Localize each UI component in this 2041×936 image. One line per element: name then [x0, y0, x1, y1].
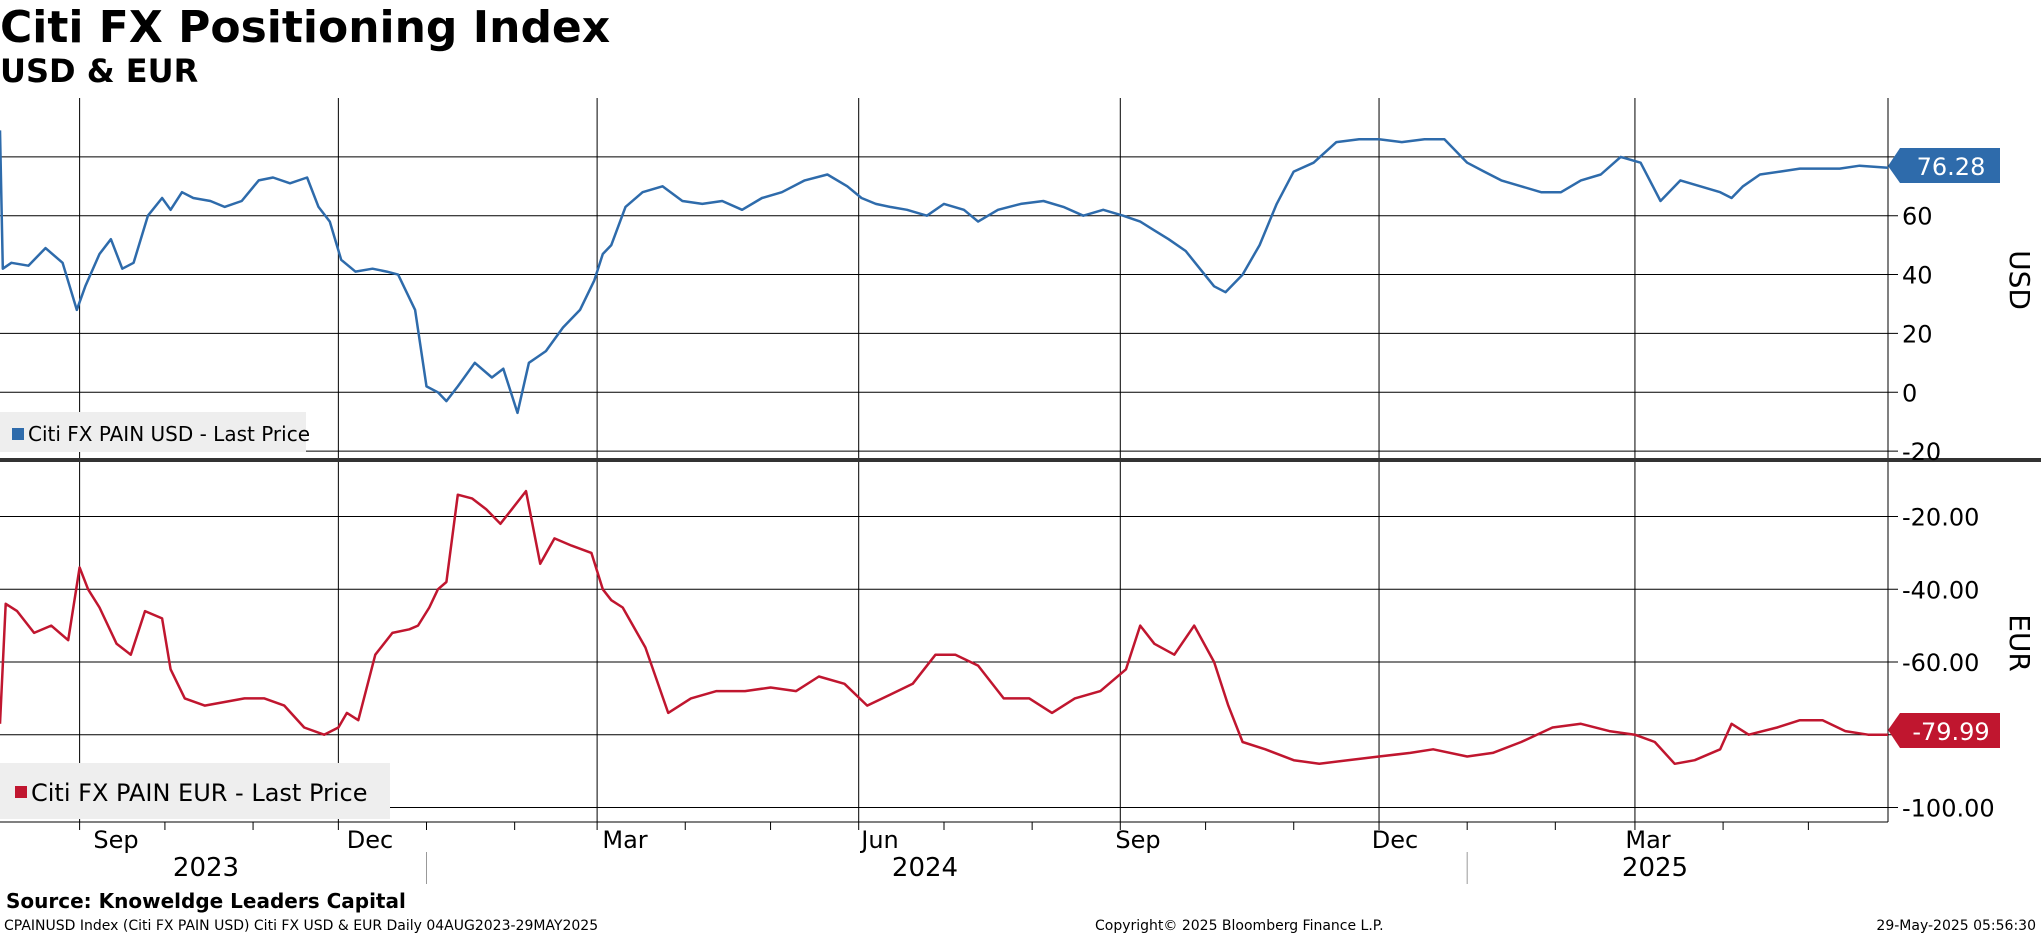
- eur-y-tick-label: -20.00: [1902, 504, 1979, 532]
- x-tick-label: Dec: [1372, 826, 1418, 854]
- source-note: Source: Knoweldge Leaders Capital: [6, 889, 406, 913]
- chart-title: Citi FX Positioning Index: [0, 2, 610, 53]
- eur-y-tick-label: -40.00: [1902, 576, 1979, 604]
- usd-axis-label: USD: [2003, 250, 2036, 310]
- eur-last-value: -79.99: [1912, 718, 1989, 746]
- eur-last-value-tag: -79.99: [1888, 713, 2000, 748]
- usd-y-tick-label: 20: [1902, 320, 1933, 348]
- eur-legend-swatch: [15, 786, 27, 798]
- x-tick-label: Sep: [1115, 826, 1160, 854]
- x-tick-label: Sep: [93, 826, 138, 854]
- eur-tag-shape: [1888, 713, 2000, 748]
- eur-axis-label: EUR: [2003, 614, 2036, 672]
- usd-y-tick-label: 60: [1902, 203, 1933, 231]
- eur-y-tick-label: -100.00: [1902, 794, 1995, 822]
- x-year-label: 2024: [892, 853, 958, 883]
- x-year-label: 2023: [173, 853, 239, 883]
- eur-legend-bg: [0, 763, 390, 819]
- grid-lines: [0, 98, 2041, 884]
- eur-series-line: [0, 489, 1888, 766]
- usd-last-value: 76.28: [1917, 153, 1986, 181]
- x-tick-label: Jun: [859, 826, 899, 854]
- timestamp: 29-May-2025 05:56:30: [1876, 918, 2036, 934]
- eur-y-tick-label: -60.00: [1902, 649, 1979, 677]
- x-year-label: 2025: [1622, 853, 1688, 883]
- x-tick-label: Mar: [602, 826, 647, 854]
- usd-legend-bg: [0, 412, 306, 452]
- usd-legend: Citi FX PAIN USD - Last Price: [0, 412, 310, 452]
- usd-y-tick-label: 40: [1902, 262, 1933, 290]
- eur-legend-label: Citi FX PAIN EUR - Last Price: [31, 779, 368, 807]
- usd-y-tick-label: -20: [1902, 438, 1941, 466]
- x-tick-label: Dec: [347, 826, 393, 854]
- usd-legend-label: Citi FX PAIN USD - Last Price: [28, 422, 310, 446]
- copyright: Copyright© 2025 Bloomberg Finance L.P.: [1095, 918, 1384, 934]
- usd-y-tick-label: 0: [1902, 379, 1917, 407]
- usd-legend-swatch: [12, 428, 24, 440]
- usd-series-line: [0, 130, 1889, 415]
- x-tick-label: Mar: [1625, 826, 1670, 854]
- chart-subtitle: USD & EUR: [0, 52, 198, 90]
- eur-legend: Citi FX PAIN EUR - Last Price: [0, 763, 390, 819]
- usd-last-value-tag: 76.28: [1888, 148, 2000, 183]
- usd-tag-shape: [1888, 148, 2000, 183]
- index-info: CPAINUSD Index (Citi FX PAIN USD) Citi F…: [4, 918, 598, 934]
- x-axis: Sep Dec Mar Jun Sep Dec Mar 2023 2024 20…: [93, 826, 1688, 883]
